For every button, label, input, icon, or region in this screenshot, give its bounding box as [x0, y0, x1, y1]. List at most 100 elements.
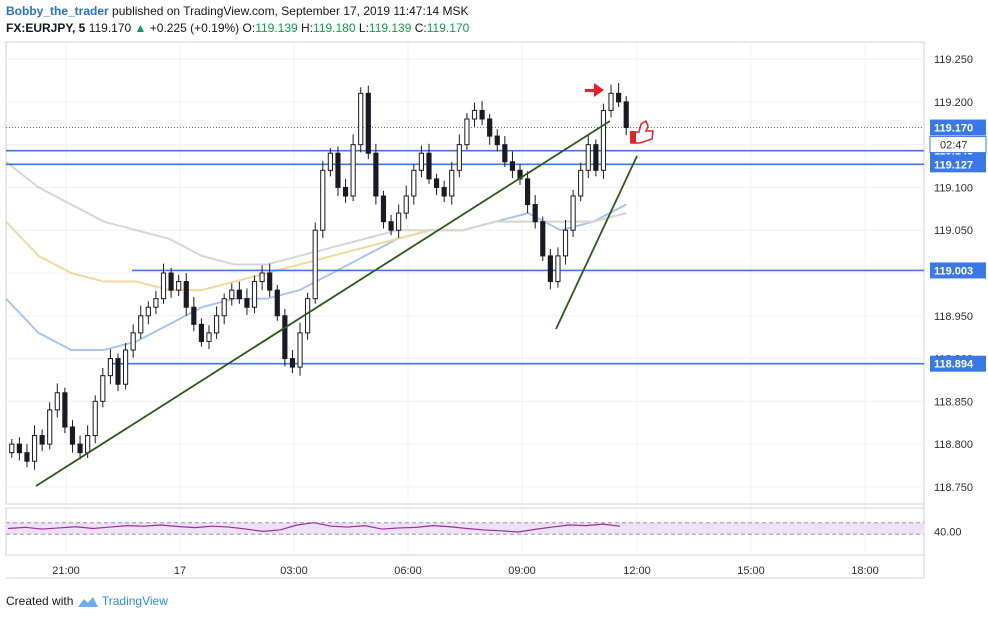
candle-body [623, 101, 629, 129]
candle-body [494, 135, 500, 146]
price-label-box [930, 355, 986, 372]
x-tick-label: 03:00 [280, 565, 308, 577]
candle-body [388, 221, 394, 231]
candle-body [365, 92, 371, 154]
candle-body [380, 195, 387, 223]
candle-body [555, 255, 561, 283]
publish-header: Bobby_the_trader published on TradingVie… [6, 3, 469, 19]
candle-body [502, 144, 508, 163]
candle-body [221, 298, 227, 317]
candle-body [138, 315, 144, 334]
candle-body [267, 272, 273, 291]
price-label-text: 119.127 [934, 159, 973, 171]
rsi-axis-label: 40.00 [934, 526, 962, 538]
candle-body [616, 92, 622, 103]
red-arrow-icon [585, 83, 604, 97]
candle-body [236, 289, 242, 300]
candle-body [350, 144, 356, 197]
symbol-header: FX:EURJPY, 5 119.170 ▲ +0.225 (+0.19%) O… [6, 20, 469, 36]
rsi-line [7, 522, 621, 533]
candle-body [122, 349, 129, 385]
y-tick-label: 118.800 [934, 439, 973, 451]
countdown-text: 02:47 [940, 140, 968, 152]
y-tick-label: 119.100 [934, 182, 973, 194]
candle-body [130, 332, 136, 351]
change-value: +0.225 (+0.19%) [149, 21, 240, 35]
footer: Created with TradingView [6, 593, 168, 609]
high-label: H: [301, 21, 314, 35]
candle-body [320, 169, 326, 231]
candle-body [327, 152, 333, 171]
candle-body [214, 315, 220, 334]
candle-body [289, 358, 296, 368]
close-value: 119.170 [426, 21, 470, 35]
open-value: 119.139 [255, 21, 298, 35]
thumbs-up-icon [630, 119, 654, 144]
candle-body [77, 443, 83, 454]
author-name[interactable]: Bobby_the_trader [6, 4, 109, 18]
candle-body [92, 400, 98, 437]
candle-body [282, 315, 288, 360]
candle-body [418, 152, 424, 171]
candle-body [31, 435, 38, 462]
candle-body [145, 306, 151, 317]
x-tick-label: 06:00 [394, 565, 422, 577]
candle-body [532, 204, 538, 223]
x-tick-label: 21:00 [52, 565, 80, 577]
candle-body [198, 323, 205, 342]
candle-body [358, 92, 364, 146]
candle-body [305, 298, 311, 334]
candle-body [403, 195, 409, 214]
tradingview-brand[interactable]: TradingView [101, 594, 168, 608]
candle-body [54, 392, 60, 411]
candle-body [183, 281, 189, 308]
candle-body [160, 272, 167, 300]
symbol-label: FX:EURJPY, 5 [6, 21, 86, 35]
candle-body [433, 178, 440, 188]
candle-body [441, 186, 447, 197]
candle-body [274, 289, 280, 317]
candle-body [600, 109, 607, 171]
candle-body [153, 298, 159, 308]
low-value: 119.139 [368, 21, 412, 35]
candle-body [206, 332, 212, 342]
candle-body [411, 169, 417, 197]
candle-body [456, 144, 462, 171]
candle-body [107, 358, 113, 377]
y-tick-label: 119.250 [934, 54, 973, 66]
candle-body [229, 289, 235, 300]
candle-body [9, 443, 15, 454]
y-tick-label: 118.750 [934, 482, 973, 494]
candle-body [342, 186, 349, 197]
published-text: published on TradingView.com, September … [112, 4, 469, 18]
candle-body [464, 118, 470, 146]
candle-body [487, 118, 493, 137]
price-label-box [930, 156, 986, 173]
tradingview-logo-icon [77, 596, 98, 607]
candle-body [168, 272, 174, 291]
candle-body [570, 195, 576, 231]
steep-trendline [555, 155, 638, 330]
open-label: O: [242, 21, 256, 35]
countdown-box [929, 136, 987, 154]
candle-body [69, 426, 76, 445]
price-label-text: 119.003 [934, 265, 973, 277]
candle-body [312, 229, 318, 300]
candle-body [593, 144, 599, 171]
y-tick-label: 118.850 [934, 396, 973, 408]
close-label: C: [414, 21, 427, 35]
candle-body [39, 435, 45, 445]
candle-body [259, 272, 265, 283]
last-price: 119.170 [88, 21, 132, 35]
candle-body [16, 443, 22, 454]
candle-body [244, 298, 250, 308]
x-tick-label: 17 [174, 565, 186, 577]
candle-body [85, 435, 91, 454]
candle-body [115, 358, 121, 385]
low-label: L: [358, 21, 369, 35]
price-label-box [930, 119, 986, 136]
price-label-box [930, 262, 986, 279]
x-tick-label: 12:00 [623, 565, 651, 577]
candle-body [100, 375, 106, 402]
